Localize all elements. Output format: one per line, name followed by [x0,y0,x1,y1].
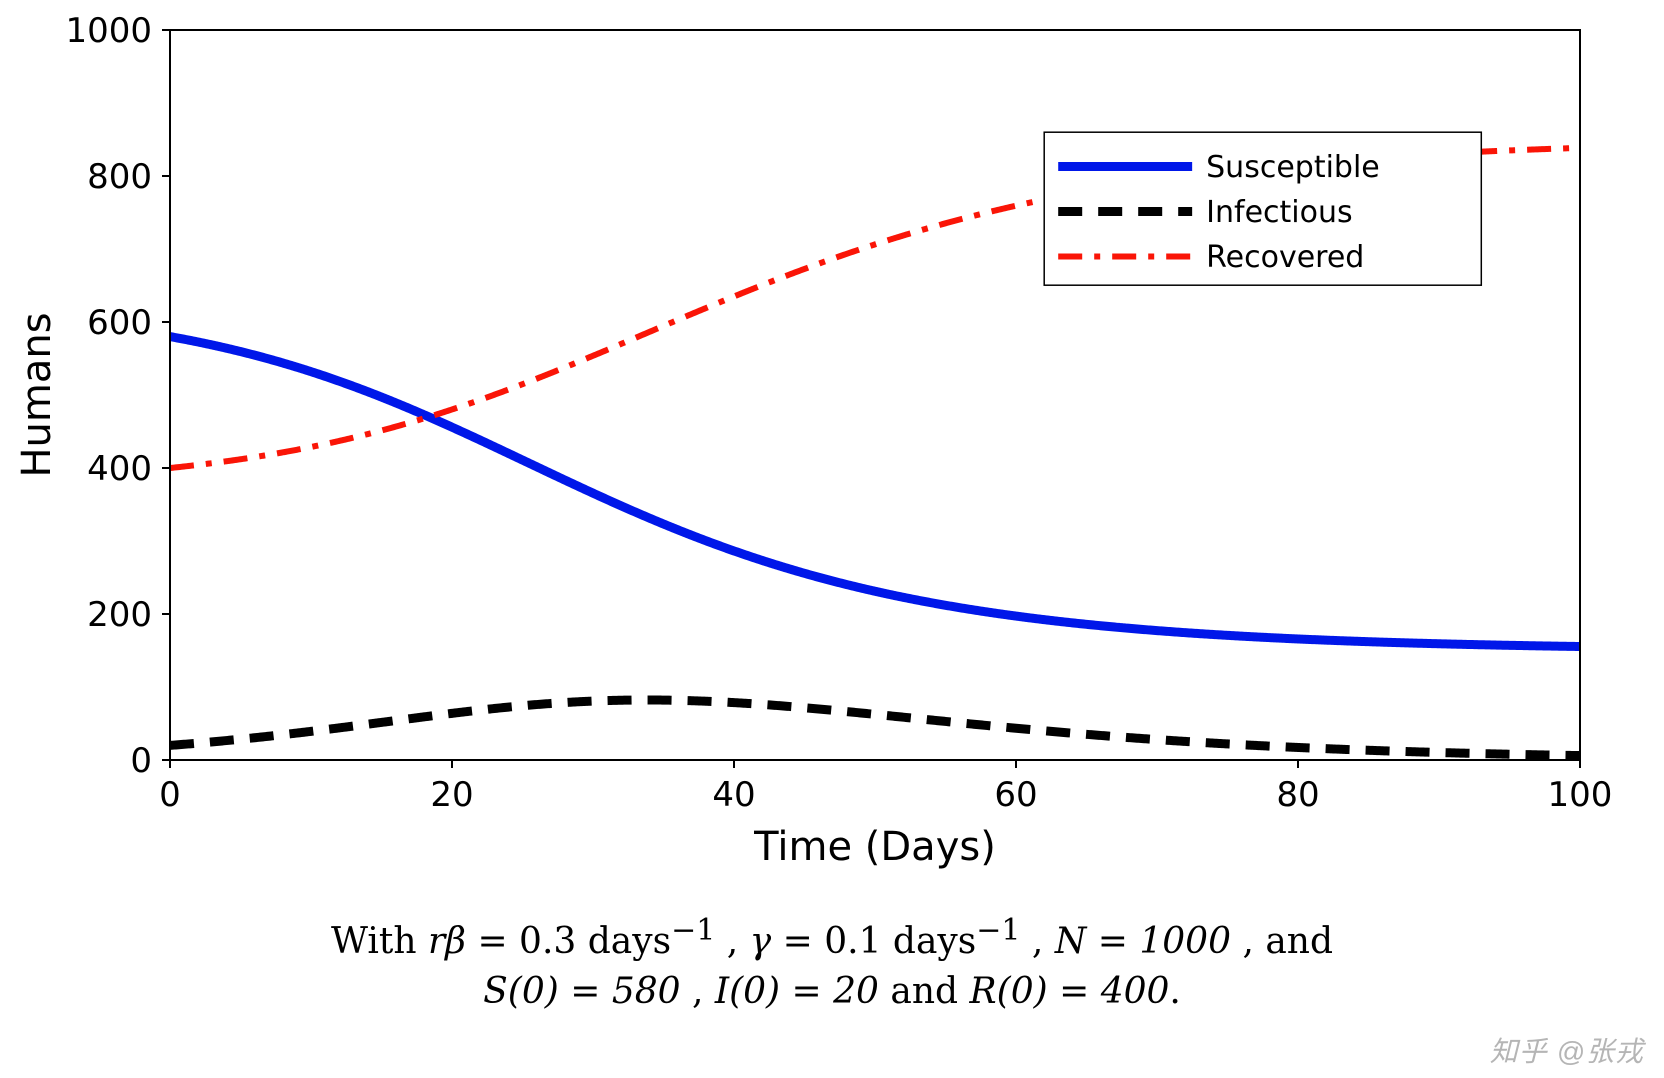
watermark-text: 知乎 @张戎 [1490,1030,1644,1070]
x-tick-label: 0 [159,775,181,815]
caption-R0: R(0) = 400 [970,971,1170,1012]
caption-sep3: , [692,971,715,1012]
caption-rbeta-lhs: rβ [428,921,466,962]
y-tick-label: 1000 [65,11,152,51]
caption-I0: I(0) = 20 [715,971,879,1012]
y-tick-label: 0 [130,741,152,781]
legend-label-S: Susceptible [1206,150,1380,185]
figure-caption: With rβ = 0.3 days−1 , γ = 0.1 days−1 , … [0,910,1664,1018]
caption-S0: S(0) = 580 [483,971,680,1012]
legend-label-R: Recovered [1206,240,1364,275]
y-tick-label: 200 [87,595,152,635]
caption-period: . [1169,971,1180,1012]
caption-and2: and [890,971,969,1012]
x-tick-label: 60 [994,775,1037,815]
x-tick-label: 80 [1276,775,1319,815]
caption-sep2: , [1032,921,1055,962]
x-tick-label: 40 [712,775,755,815]
figure-container: 02040608010002004006008001000Time (Days)… [0,0,1664,1078]
caption-sep1: , [727,921,750,962]
caption-gamma-lhs: γ [750,921,772,962]
caption-and: , and [1242,921,1333,962]
caption-gamma-val: = 0.1 days [783,921,977,962]
x-axis-label: Time (Days) [753,824,996,870]
y-axis-label: Humans [14,312,60,477]
caption-exp2: −1 [976,913,1020,948]
caption-N: N = 1000 [1055,921,1231,962]
caption-rbeta-val: = 0.3 days [477,921,671,962]
caption-exp1: −1 [671,913,715,948]
x-tick-label: 20 [430,775,473,815]
sir-chart: 02040608010002004006008001000Time (Days)… [0,0,1664,900]
y-tick-label: 800 [87,157,152,197]
caption-text: With [331,921,428,962]
x-tick-label: 100 [1548,775,1613,815]
y-tick-label: 600 [87,303,152,343]
legend-label-I: Infectious [1206,195,1352,230]
y-tick-label: 400 [87,449,152,489]
